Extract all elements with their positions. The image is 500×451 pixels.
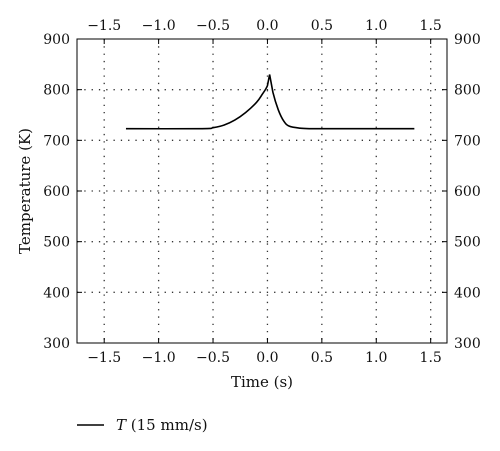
x-tick-label-top: 1.5: [420, 18, 442, 34]
x-tick-label-top: 0.5: [311, 18, 333, 34]
x-tick-label-bottom: −1.5: [87, 350, 121, 366]
x-tick-label-top: −1.0: [142, 18, 176, 34]
x-axis-label: Time (s): [231, 373, 293, 391]
y-tick-label-right: 800: [454, 83, 481, 99]
grid: [77, 39, 447, 343]
y-axis-label: Temperature (K): [16, 128, 34, 254]
y-tick-label-right: 500: [454, 235, 481, 251]
legend-var: T: [116, 416, 127, 434]
tick-labels: −1.5 −1.5 −1.0 −1.0 −0.5 −0.5 0.0 0.0 0.5 0.5 1.0 1…: [43, 18, 480, 366]
y-tick-label-right: 900: [454, 32, 481, 48]
y-tick-label-right: 700: [454, 133, 481, 149]
y-tick-label-right: 300: [454, 336, 481, 352]
x-tick-label-bottom: 0.5: [311, 350, 333, 366]
legend: T (15 mm/s): [77, 416, 208, 434]
y-tick-label-left: 700: [43, 133, 70, 149]
x-tick-label-bottom: 0.0: [256, 350, 278, 366]
legend-rest: (15 mm/s): [126, 416, 208, 434]
ticks: [77, 38, 447, 344]
y-tick-label-left: 600: [43, 184, 70, 200]
y-tick-label-left: 300: [43, 336, 70, 352]
y-tick-label-left: 900: [43, 32, 70, 48]
x-tick-label-top: −1.5: [87, 18, 121, 34]
x-tick-label-top: 1.0: [365, 18, 387, 34]
x-tick-label-top: 0.0: [256, 18, 278, 34]
y-tick-label-left: 800: [43, 83, 70, 99]
x-tick-label-bottom: −0.5: [196, 350, 230, 366]
y-tick-label-right: 400: [454, 285, 481, 301]
x-tick-label-bottom: −1.0: [142, 350, 176, 366]
series-layer: [125, 74, 415, 130]
series-line: [125, 74, 415, 130]
legend-label: T (15 mm/s): [116, 416, 208, 434]
x-tick-label-bottom: 1.5: [420, 350, 442, 366]
y-tick-label-right: 600: [454, 184, 481, 200]
y-tick-label-left: 400: [43, 285, 70, 301]
x-tick-label-top: −0.5: [196, 18, 230, 34]
y-tick-label-left: 500: [43, 235, 70, 251]
x-tick-label-bottom: 1.0: [365, 350, 387, 366]
